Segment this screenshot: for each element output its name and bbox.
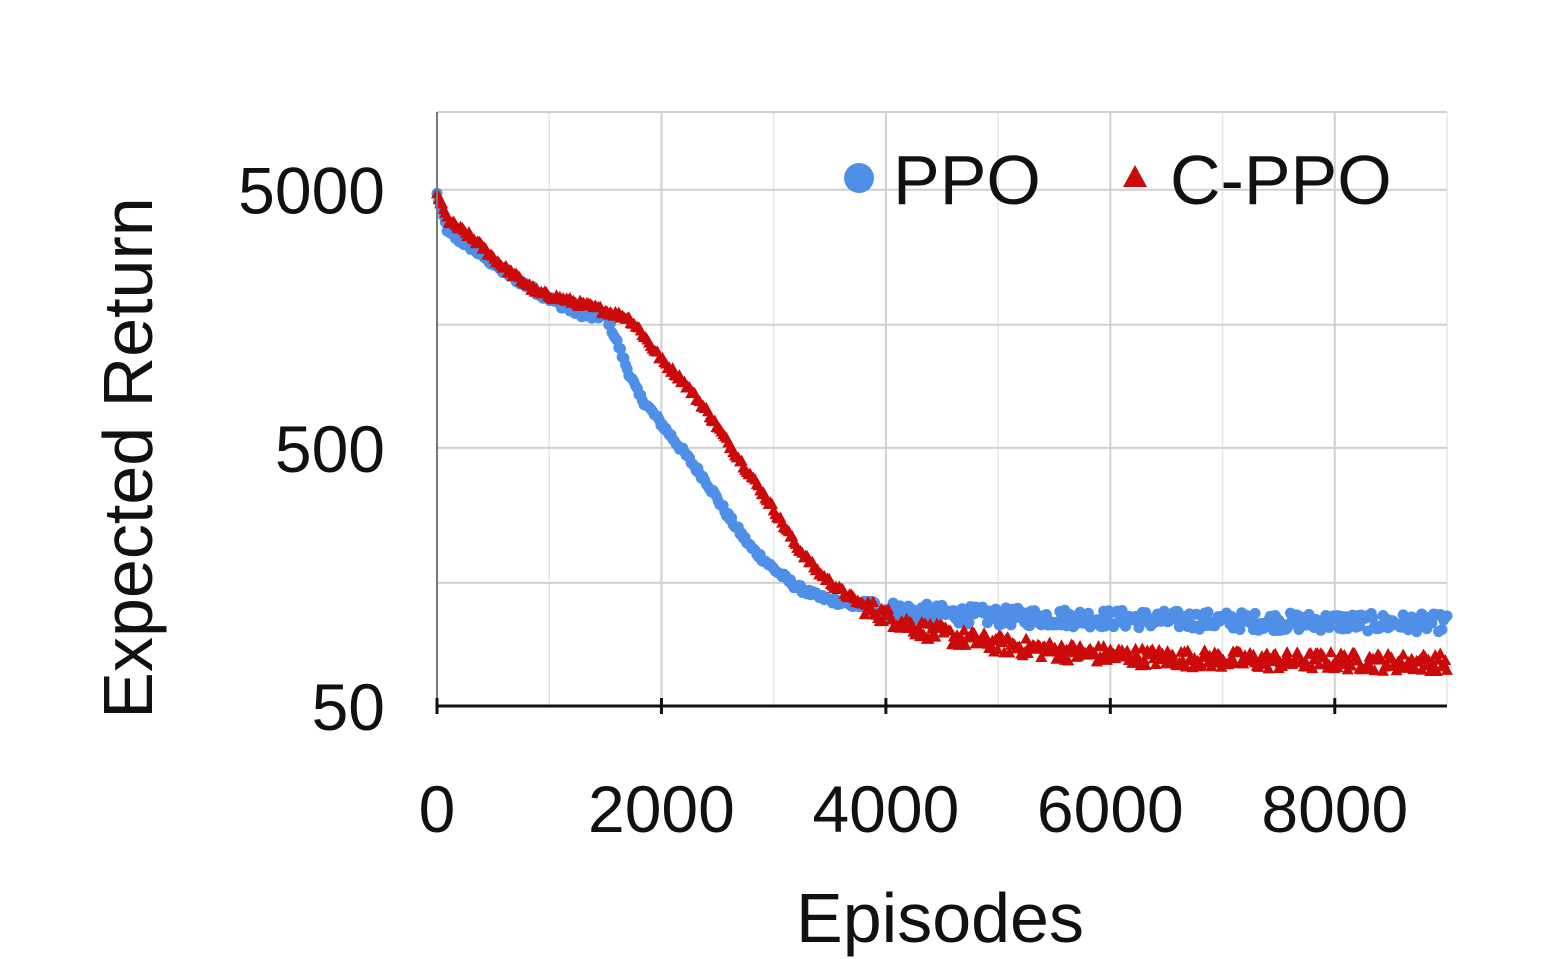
cppo-point: [765, 497, 778, 509]
cppo-point: [1262, 662, 1275, 674]
y-tick-label: 5000: [238, 154, 385, 228]
cppo-point: [1097, 640, 1110, 652]
cppo-point: [979, 630, 992, 642]
legend-ppo-label: PPO: [893, 141, 1041, 219]
cppo-point: [786, 529, 799, 541]
x-tick-label: 0: [419, 772, 456, 846]
cppo-point: [1281, 646, 1294, 658]
cppo-point: [1205, 660, 1218, 672]
cppo-point: [1434, 647, 1447, 659]
cppo-point: [702, 405, 715, 417]
x-tick-label: 2000: [588, 772, 735, 846]
ppo-point: [1426, 617, 1438, 629]
x-tick-label: 6000: [1037, 772, 1184, 846]
ppo-point: [1234, 624, 1246, 636]
cppo-point: [1072, 649, 1085, 661]
cppo-point: [991, 643, 1004, 655]
cppo-point: [1252, 660, 1265, 672]
ppo-point: [1441, 610, 1453, 622]
cppo-point: [1324, 646, 1337, 658]
cppo-point: [1257, 657, 1270, 669]
cppo-point: [1306, 662, 1319, 674]
series-layer: [431, 187, 1453, 677]
cppo-point: [1441, 663, 1453, 675]
ppo-point: [1249, 607, 1261, 619]
cppo-point: [1247, 648, 1260, 660]
legend-cppo-label: C-PPO: [1170, 141, 1392, 219]
cppo-point: [1439, 654, 1452, 666]
cppo-point: [1021, 647, 1034, 659]
cppo-point: [757, 486, 770, 498]
cppo-point: [1181, 644, 1194, 656]
ppo-point: [1436, 624, 1448, 636]
x-tick-label: 4000: [812, 772, 959, 846]
x-axis-title: Episodes: [796, 879, 1084, 957]
cppo-point: [1345, 659, 1358, 671]
cppo-point: [1368, 664, 1381, 676]
cppo-point: [1318, 651, 1331, 663]
ppo-point: [1367, 612, 1379, 624]
legend-cppo-marker: [1123, 165, 1147, 187]
cppo-point: [1149, 657, 1162, 669]
y-tick-label: 50: [312, 670, 385, 744]
cppo-point: [882, 602, 895, 614]
cppo-point: [1397, 648, 1410, 660]
cppo-point: [905, 617, 918, 629]
cppo-point: [1001, 631, 1014, 643]
cppo-point: [1013, 640, 1026, 652]
cppo-point: [735, 454, 748, 466]
cppo-point: [877, 615, 890, 627]
cppo-point: [1062, 654, 1075, 666]
cppo-point: [1139, 659, 1152, 671]
ppo-point: [614, 343, 626, 355]
cppo-point: [929, 630, 942, 642]
axes: [436, 112, 1447, 708]
y-axis-title: Expected Return: [89, 197, 167, 718]
ppo-point: [1202, 606, 1214, 618]
ppo-point: [1133, 622, 1145, 634]
tick-labels: 0 2000 4000 6000 8000 50 500 5000: [238, 154, 1408, 846]
cppo-point: [436, 197, 449, 209]
legend-ppo-marker: [844, 163, 874, 193]
cppo-point: [858, 608, 871, 620]
ppo-point: [963, 616, 975, 628]
series-c-ppo: [431, 187, 1453, 677]
cppo-point: [959, 638, 972, 650]
ppo-point: [1082, 607, 1094, 619]
cppo-point: [1351, 654, 1364, 666]
legend: PPO C-PPO: [844, 141, 1392, 219]
cppo-point: [1166, 648, 1179, 660]
ppo-point: [604, 317, 616, 329]
cppo-point: [967, 626, 980, 638]
x-tick-label: 8000: [1261, 772, 1408, 846]
cppo-point: [1003, 646, 1016, 658]
cppo-point: [1308, 653, 1321, 665]
series-ppo: [431, 187, 1453, 638]
cppo-point: [912, 621, 925, 633]
cppo-point: [866, 595, 879, 607]
cppo-point: [1385, 651, 1398, 663]
cppo-point: [1035, 650, 1048, 662]
y-tick-label: 500: [275, 412, 385, 486]
